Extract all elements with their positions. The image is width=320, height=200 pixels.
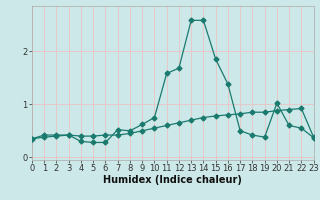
X-axis label: Humidex (Indice chaleur): Humidex (Indice chaleur) [103, 175, 242, 185]
